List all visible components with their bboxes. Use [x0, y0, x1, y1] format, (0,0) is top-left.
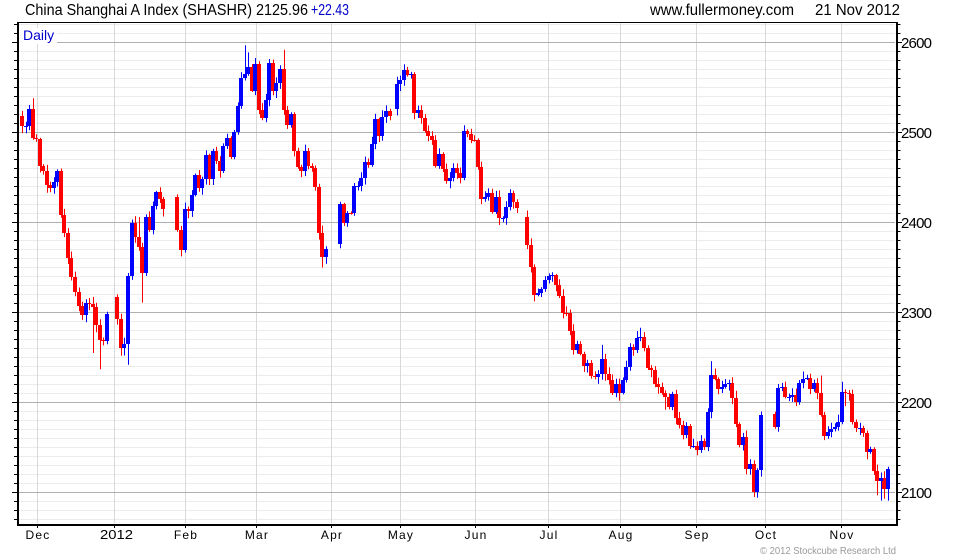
svg-text:China Shanghai A Index (SHASHR: China Shanghai A Index (SHASHR) 2125.96 — [25, 2, 308, 19]
svg-text:Jun: Jun — [465, 528, 488, 542]
svg-text:Dec: Dec — [26, 528, 51, 542]
svg-text:Aug: Aug — [609, 528, 634, 542]
svg-text:Feb: Feb — [174, 528, 198, 542]
svg-text:2200: 2200 — [901, 395, 932, 412]
svg-text:2012: 2012 — [100, 528, 133, 542]
svg-text:May: May — [388, 528, 414, 542]
svg-text:www.fullermoney.com: www.fullermoney.com — [649, 2, 794, 19]
svg-text:Mar: Mar — [245, 528, 269, 542]
svg-text:Apr: Apr — [321, 528, 343, 542]
svg-text:2500: 2500 — [901, 125, 932, 142]
svg-text:Nov: Nov — [830, 528, 855, 542]
svg-text:2100: 2100 — [901, 485, 932, 502]
svg-text:2300: 2300 — [901, 305, 932, 322]
svg-text:Daily: Daily — [23, 27, 54, 43]
svg-text:21 Nov 2012: 21 Nov 2012 — [815, 2, 900, 19]
svg-text:© 2012 Stockcube Research Ltd: © 2012 Stockcube Research Ltd — [760, 545, 896, 557]
svg-text:2400: 2400 — [901, 215, 932, 232]
svg-text:+22.43: +22.43 — [311, 2, 349, 19]
svg-text:2600: 2600 — [901, 35, 932, 52]
svg-text:Jul: Jul — [540, 528, 559, 542]
svg-text:Oct: Oct — [755, 528, 777, 542]
svg-text:Sep: Sep — [685, 528, 710, 542]
